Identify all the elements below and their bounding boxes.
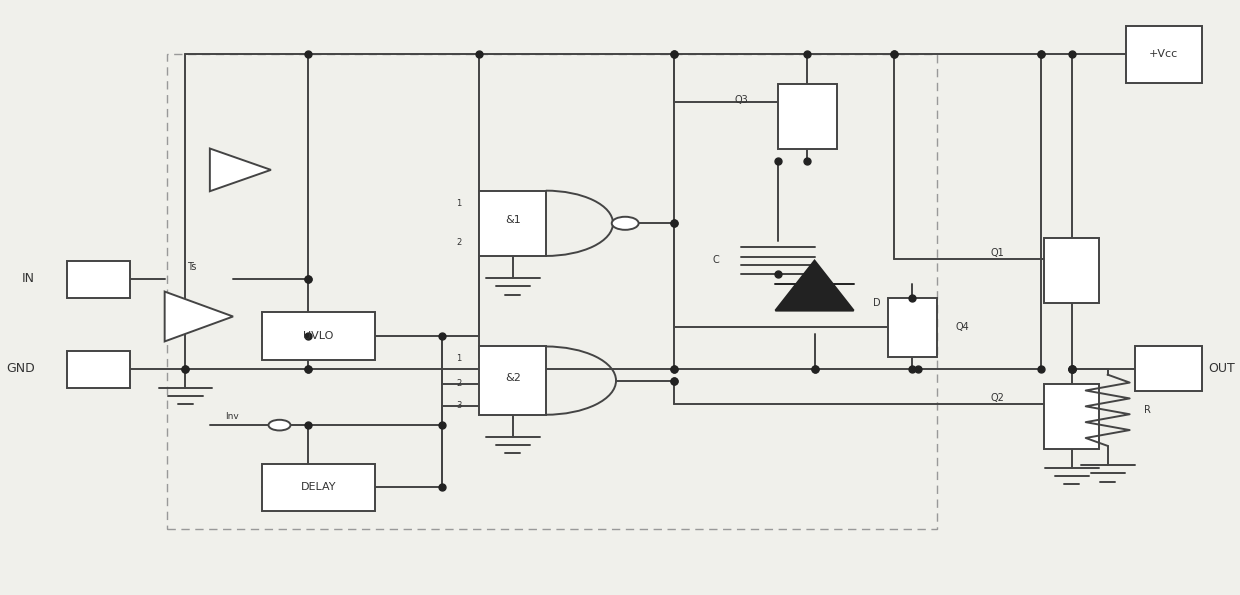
FancyBboxPatch shape — [1135, 346, 1202, 392]
FancyBboxPatch shape — [1126, 26, 1202, 83]
FancyBboxPatch shape — [888, 298, 936, 357]
Text: GND: GND — [6, 362, 35, 375]
Text: IN: IN — [22, 272, 35, 285]
Polygon shape — [775, 261, 853, 311]
Text: +Vcc: +Vcc — [1149, 49, 1178, 59]
FancyBboxPatch shape — [67, 261, 130, 298]
FancyBboxPatch shape — [479, 190, 546, 256]
Circle shape — [611, 217, 639, 230]
FancyBboxPatch shape — [777, 84, 837, 149]
Text: Inv: Inv — [224, 412, 239, 421]
Text: Ts: Ts — [187, 262, 196, 272]
Text: Q1: Q1 — [991, 248, 1004, 258]
FancyBboxPatch shape — [67, 351, 130, 388]
Text: DELAY: DELAY — [301, 483, 336, 493]
FancyBboxPatch shape — [263, 312, 374, 360]
Circle shape — [269, 420, 290, 430]
Text: Q4: Q4 — [955, 322, 968, 332]
Text: Q2: Q2 — [991, 393, 1004, 403]
Text: R: R — [1145, 405, 1151, 415]
Polygon shape — [165, 292, 233, 342]
FancyBboxPatch shape — [263, 464, 374, 511]
Text: OUT: OUT — [1208, 362, 1235, 375]
Text: 3: 3 — [456, 401, 461, 410]
Text: Q3: Q3 — [734, 95, 748, 105]
FancyBboxPatch shape — [1044, 238, 1099, 303]
Text: 1: 1 — [456, 353, 461, 362]
Text: 2: 2 — [456, 239, 461, 248]
FancyBboxPatch shape — [479, 346, 546, 415]
Text: UVLO: UVLO — [304, 331, 334, 341]
Text: 1: 1 — [456, 199, 461, 208]
Text: C: C — [713, 255, 719, 265]
Polygon shape — [210, 149, 270, 191]
FancyBboxPatch shape — [1044, 384, 1099, 449]
Text: D: D — [873, 299, 880, 308]
Text: &2: &2 — [505, 372, 521, 383]
Text: &1: &1 — [505, 215, 521, 226]
Text: 2: 2 — [456, 379, 461, 388]
